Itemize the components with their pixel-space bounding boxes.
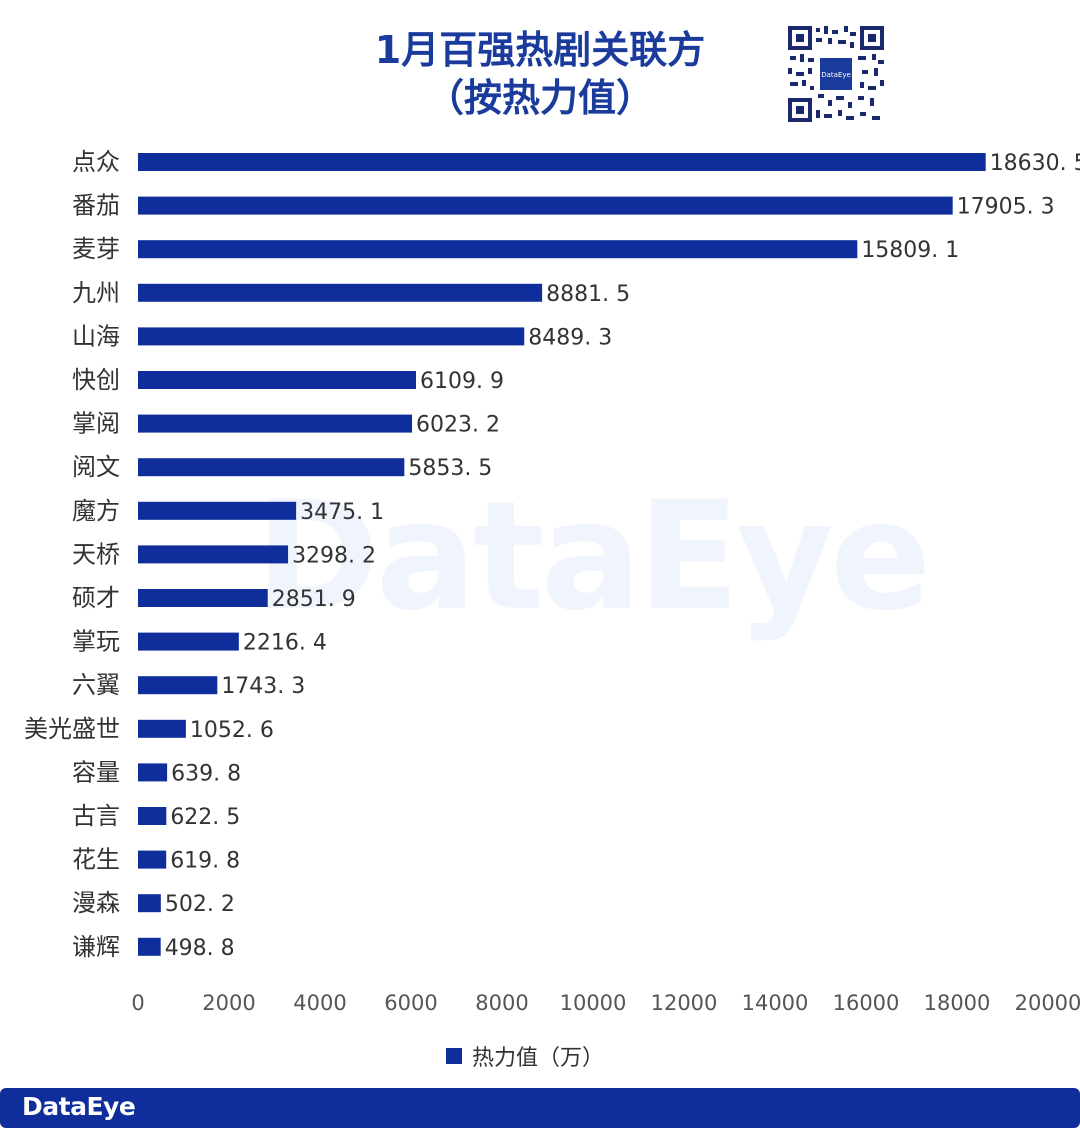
bar [138, 589, 268, 607]
chart-title-line2: （按热力值） [425, 76, 654, 120]
chart-title-line1: 1月百强热剧关联方 [374, 28, 706, 72]
value-label: 17905. 3 [957, 195, 1055, 220]
category-label: 容量 [72, 758, 120, 786]
category-label: 番茄 [72, 192, 120, 220]
bar [138, 937, 161, 956]
bar [138, 458, 405, 477]
x-tick-label: 12000 [651, 991, 718, 1015]
qr-brand-label: DataEye [821, 71, 851, 79]
bar [138, 240, 858, 259]
value-label: 3475. 1 [300, 500, 384, 525]
bar [138, 196, 953, 215]
bar [138, 676, 218, 695]
value-label: 18630. 5 [990, 151, 1080, 176]
bar [138, 719, 186, 738]
bar [138, 283, 543, 302]
bar [138, 501, 297, 520]
category-label: 掌玩 [72, 628, 120, 656]
category-label: 山海 [72, 322, 120, 350]
bar [138, 850, 167, 869]
legend-label: 热力值（万） [472, 1046, 605, 1071]
category-label: 美光盛世 [24, 715, 120, 743]
category-label: 花生 [72, 846, 120, 874]
x-tick-label: 20000 [1015, 991, 1080, 1015]
category-label: 掌阅 [72, 410, 120, 438]
value-label: 1743. 3 [221, 674, 305, 699]
bar-chart: 点众 18630. 5 番茄 17905. 3 麦芽 15809. 1 九州 8881. 5 山… [24, 148, 1080, 1015]
legend-swatch [446, 1048, 462, 1064]
category-label: 古言 [72, 802, 120, 830]
value-label: 3298. 2 [292, 543, 376, 568]
x-tick-label: 18000 [924, 991, 991, 1015]
category-label: 谦辉 [72, 933, 120, 961]
x-tick-label: 6000 [384, 991, 437, 1015]
bar [138, 807, 167, 825]
value-label: 2216. 4 [243, 631, 327, 656]
value-label: 5853. 5 [408, 456, 492, 481]
category-label: 麦芽 [72, 235, 120, 263]
category-label: 漫森 [72, 889, 120, 917]
x-tick-label: 0 [131, 991, 144, 1015]
category-label: 阅文 [72, 453, 120, 481]
qr-code-icon: DataEye [786, 24, 886, 124]
bar [138, 632, 239, 651]
value-label: 1052. 6 [190, 718, 274, 743]
x-tick-label: 16000 [833, 991, 900, 1015]
bar [138, 763, 168, 782]
value-label: 502. 2 [165, 892, 235, 917]
category-label: 六翼 [72, 671, 120, 699]
value-label: 8881. 5 [546, 282, 630, 307]
value-label: 639. 8 [171, 761, 241, 786]
category-label: 快创 [72, 366, 120, 394]
footer-bar: DataEye [0, 1088, 1080, 1128]
x-tick-label: 14000 [742, 991, 809, 1015]
bar [138, 414, 413, 433]
value-label: 619. 8 [170, 849, 240, 874]
value-label: 498. 8 [165, 936, 235, 961]
value-label: 15809. 1 [861, 238, 959, 263]
x-tick-label: 8000 [475, 991, 528, 1015]
value-label: 2851. 9 [272, 587, 356, 612]
footer-brand-logo: DataEye [22, 1092, 136, 1121]
x-tick-label: 2000 [202, 991, 255, 1015]
category-label: 魔方 [72, 497, 120, 525]
category-label: 硕才 [72, 584, 120, 612]
bar [138, 153, 986, 171]
category-label: 天桥 [72, 540, 120, 568]
value-label: 6023. 2 [416, 413, 500, 438]
category-label: 点众 [72, 148, 120, 176]
bar [138, 371, 417, 389]
bar [138, 327, 525, 346]
value-label: 8489. 3 [528, 325, 612, 350]
bar [138, 545, 289, 564]
value-label: 6109. 9 [420, 369, 504, 394]
value-label: 622. 5 [170, 805, 240, 830]
chart-legend: 热力值（万） [446, 1040, 604, 1072]
x-tick-label: 10000 [560, 991, 627, 1015]
bar [138, 894, 161, 913]
x-tick-label: 4000 [293, 991, 346, 1015]
category-label: 九州 [72, 279, 120, 307]
watermark: DataEye [255, 470, 932, 644]
